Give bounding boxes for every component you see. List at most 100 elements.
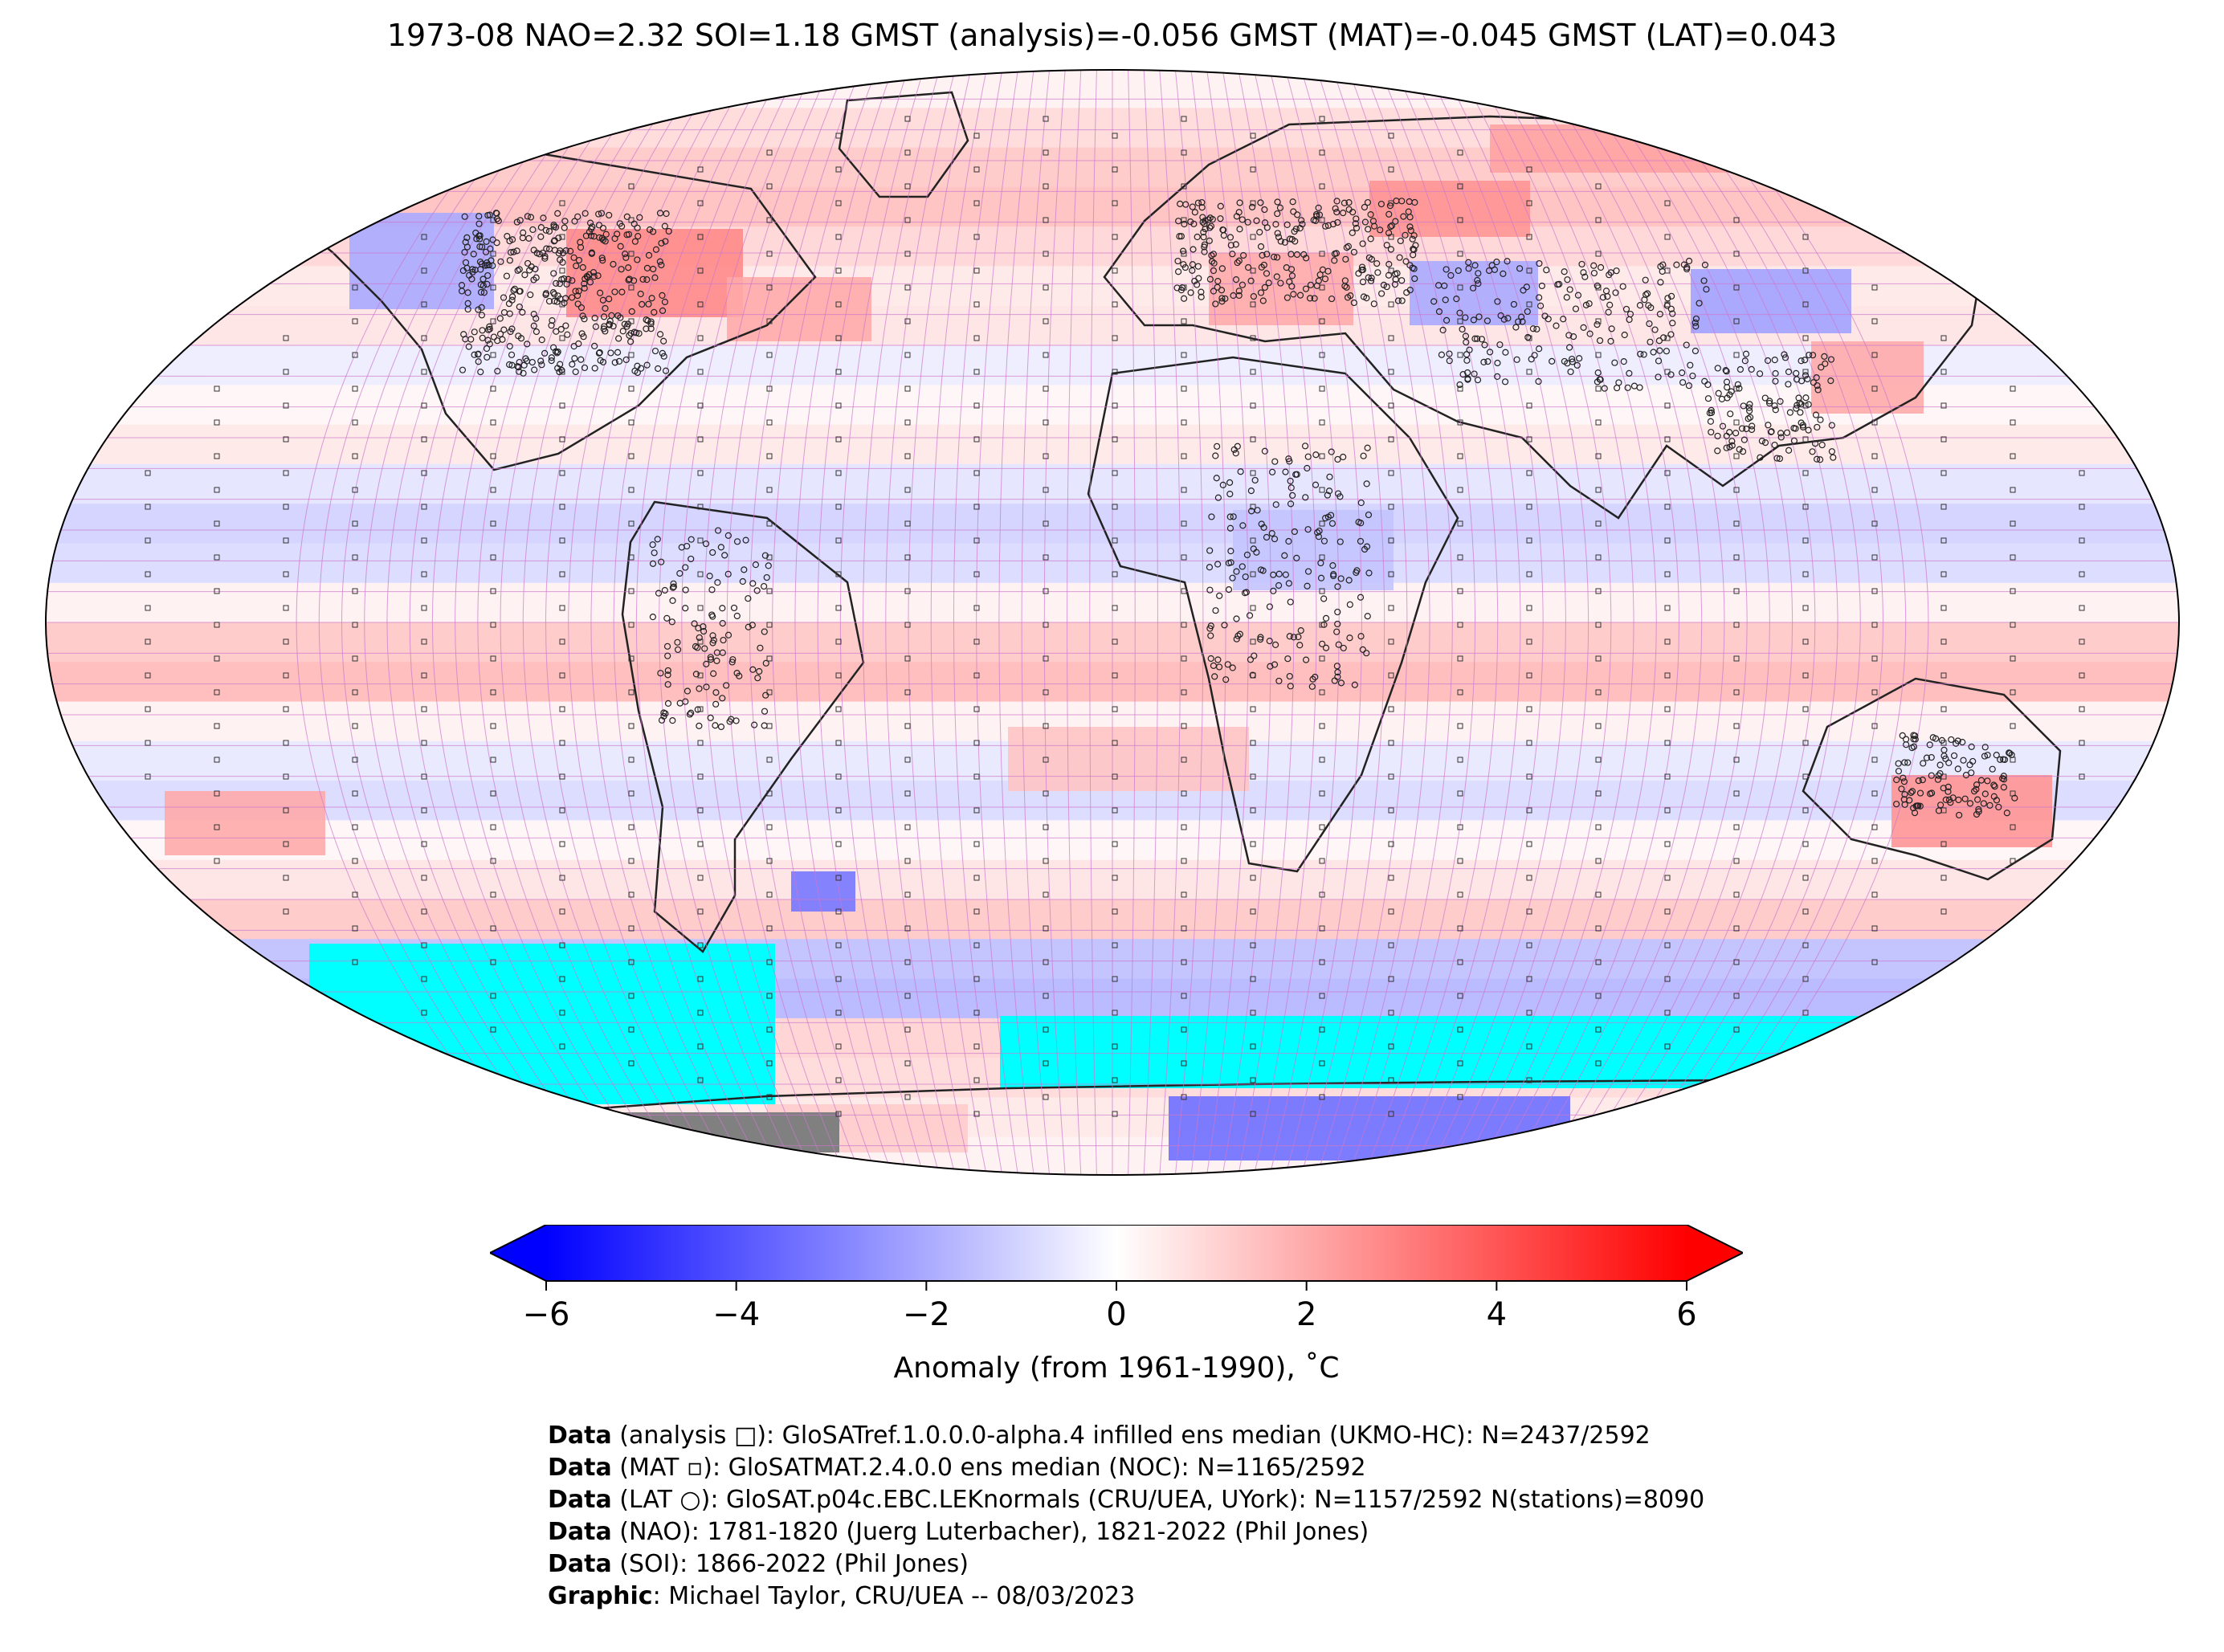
station-marker <box>1940 753 1948 760</box>
station-marker <box>1981 790 1989 797</box>
analysis-marker <box>1940 470 1947 476</box>
station-marker <box>561 224 568 231</box>
station-marker <box>1520 287 1527 294</box>
station-marker <box>1286 672 1293 680</box>
analysis-marker <box>283 638 289 645</box>
analysis-marker <box>835 605 842 611</box>
south-america-outline <box>621 500 865 953</box>
analysis-marker <box>1664 875 1671 881</box>
analysis-marker <box>1457 925 1463 932</box>
station-marker <box>1396 254 1403 261</box>
analysis-marker <box>1112 200 1118 206</box>
analysis-marker <box>1319 689 1325 695</box>
station-marker <box>524 213 531 220</box>
station-marker <box>486 341 493 348</box>
station-marker <box>1201 248 1208 255</box>
analysis-marker <box>1181 689 1187 695</box>
analysis-marker <box>697 335 704 341</box>
analysis-marker <box>2010 858 2016 864</box>
longitude-line <box>998 70 1034 1175</box>
station-marker <box>1360 452 1367 459</box>
station-marker <box>510 248 517 255</box>
station-marker <box>590 273 598 280</box>
analysis-marker <box>1043 1026 1049 1033</box>
station-marker <box>1740 402 1747 410</box>
analysis-marker <box>352 925 358 932</box>
station-marker <box>618 266 625 273</box>
station-marker <box>463 243 471 251</box>
station-marker <box>1932 735 1940 742</box>
station-marker <box>1936 761 1944 769</box>
credit-text: (SOI): 1866-2022 (Phil Jones) <box>611 1550 969 1578</box>
analysis-marker <box>628 655 635 662</box>
station-marker <box>538 337 545 344</box>
station-marker <box>1337 679 1345 687</box>
station-marker <box>1239 281 1247 288</box>
station-marker <box>1478 336 1486 343</box>
station-marker <box>1564 276 1571 283</box>
analysis-marker <box>1802 571 1809 577</box>
station-marker <box>1365 254 1373 262</box>
station-marker <box>521 271 528 279</box>
station-marker <box>1655 357 1663 365</box>
station-marker <box>1606 301 1614 308</box>
station-marker <box>1259 297 1267 304</box>
station-marker <box>1247 656 1255 663</box>
analysis-marker <box>904 757 911 763</box>
analysis-marker <box>490 723 496 729</box>
station-marker <box>561 218 569 225</box>
analysis-marker <box>421 470 427 476</box>
colorbar-tick-label: −6 <box>523 1296 570 1333</box>
station-marker <box>1207 655 1214 663</box>
station-marker <box>661 222 668 230</box>
analysis-marker <box>904 318 911 324</box>
station-marker <box>1901 759 1908 766</box>
analysis-marker <box>1250 1010 1256 1016</box>
station-marker <box>581 364 589 372</box>
analysis-marker <box>1043 757 1049 763</box>
station-marker <box>1218 295 1226 302</box>
station-marker <box>625 230 633 238</box>
station-marker <box>525 235 533 242</box>
station-marker <box>1218 287 1226 294</box>
analysis-marker <box>1112 504 1118 510</box>
longitude-line <box>1021 70 1051 1175</box>
station-marker <box>1594 321 1601 328</box>
station-marker <box>1667 292 1675 300</box>
station-marker <box>1776 455 1784 463</box>
station-marker <box>514 267 521 274</box>
station-marker <box>1647 338 1654 345</box>
analysis-marker <box>1595 588 1602 594</box>
analysis-marker <box>1043 824 1049 830</box>
station-marker <box>1531 352 1538 359</box>
station-marker <box>1345 243 1353 250</box>
station-marker <box>1316 211 1324 218</box>
station-marker <box>1344 294 1352 301</box>
analysis-marker <box>352 891 358 898</box>
station-marker <box>1287 500 1295 508</box>
analysis-marker <box>1043 487 1049 493</box>
station-marker <box>1995 803 2002 811</box>
station-marker <box>643 325 650 332</box>
analysis-marker <box>1112 672 1118 679</box>
station-marker <box>1935 807 1943 814</box>
station-marker <box>754 675 761 682</box>
analysis-marker <box>1802 301 1809 308</box>
station-marker <box>1178 283 1186 292</box>
station-marker <box>1345 206 1353 213</box>
analysis-marker <box>835 672 842 679</box>
station-marker <box>1409 264 1416 271</box>
analysis-marker <box>1181 385 1187 392</box>
analysis-marker <box>421 807 427 814</box>
analysis-marker <box>283 841 289 847</box>
station-marker <box>1357 593 1365 601</box>
analysis-marker <box>214 689 220 695</box>
station-marker <box>1346 601 1353 608</box>
station-marker <box>602 304 609 312</box>
station-marker <box>571 355 578 362</box>
station-marker <box>1945 759 1953 767</box>
station-marker <box>599 257 606 264</box>
station-marker <box>1229 251 1236 258</box>
station-marker <box>562 322 569 329</box>
longitude-line <box>1504 70 1679 1175</box>
